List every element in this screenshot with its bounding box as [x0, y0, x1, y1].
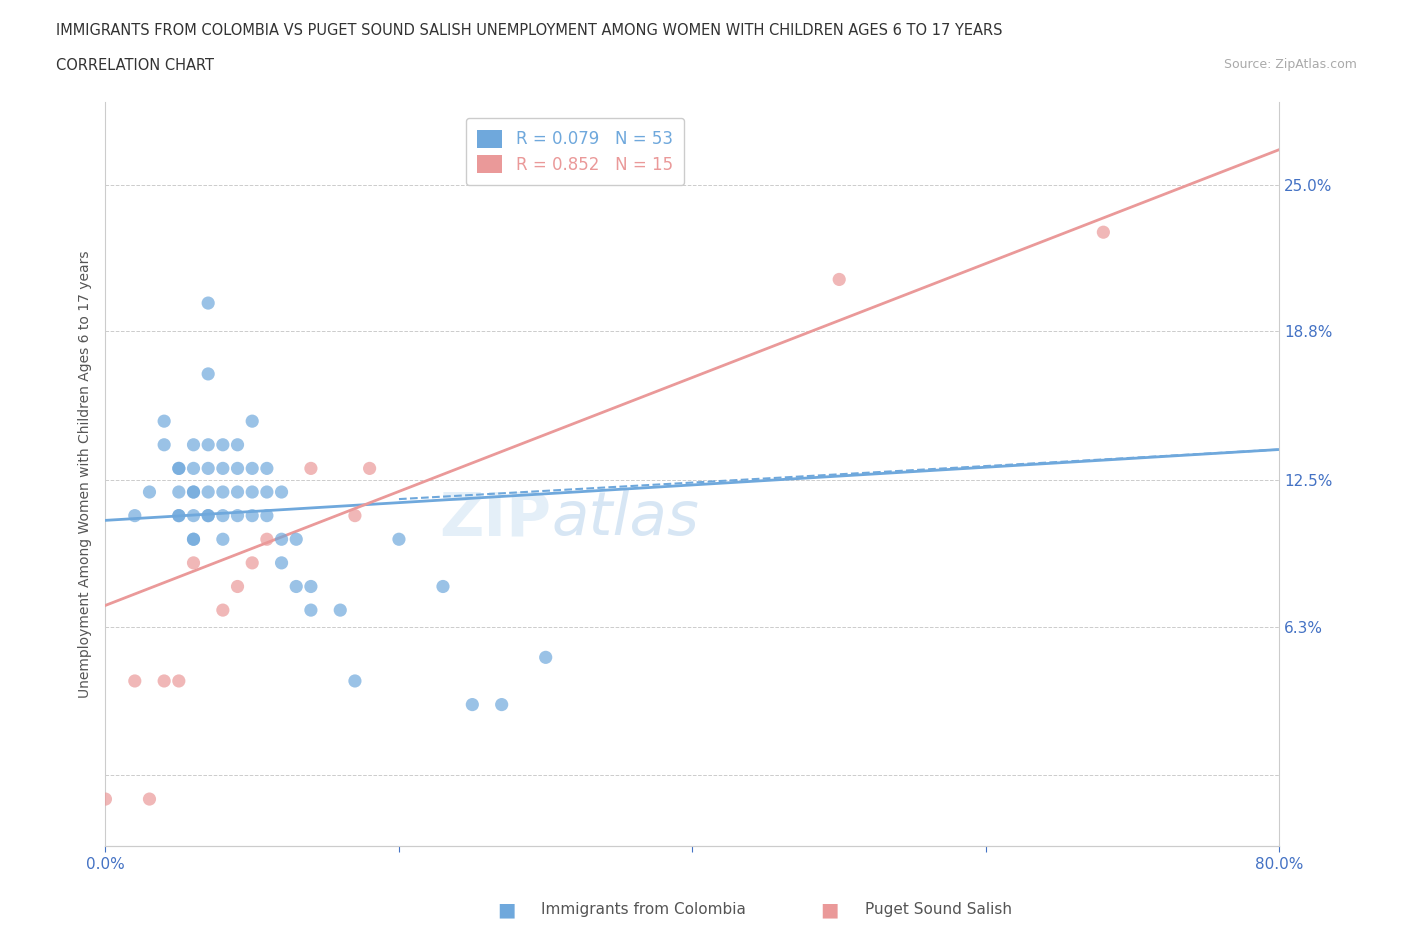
Text: atlas: atlas	[551, 489, 699, 549]
Point	[534, 650, 557, 665]
Point	[211, 437, 233, 452]
Point	[359, 461, 381, 476]
Point	[167, 461, 190, 476]
Text: CORRELATION CHART: CORRELATION CHART	[56, 58, 214, 73]
Point	[299, 603, 322, 618]
Point	[226, 485, 249, 499]
Point	[226, 579, 249, 594]
Point	[153, 673, 176, 688]
Point	[343, 508, 366, 523]
Point	[153, 437, 176, 452]
Point	[211, 461, 233, 476]
Point	[167, 673, 190, 688]
Text: ZIP: ZIP	[440, 489, 551, 549]
Point	[167, 508, 190, 523]
Point	[197, 485, 219, 499]
Point	[153, 414, 176, 429]
Point	[124, 508, 146, 523]
Point	[197, 508, 219, 523]
Point	[491, 698, 513, 712]
Point	[270, 555, 292, 570]
Point	[270, 485, 292, 499]
Point	[240, 485, 263, 499]
Point	[167, 485, 190, 499]
Point	[432, 579, 454, 594]
Point	[329, 603, 352, 618]
Text: IMMIGRANTS FROM COLOMBIA VS PUGET SOUND SALISH UNEMPLOYMENT AMONG WOMEN WITH CHI: IMMIGRANTS FROM COLOMBIA VS PUGET SOUND …	[56, 23, 1002, 38]
Point	[256, 485, 278, 499]
Point	[94, 791, 117, 806]
Text: ■: ■	[496, 900, 516, 919]
Point	[183, 461, 205, 476]
Point	[138, 485, 160, 499]
Point	[183, 508, 205, 523]
Point	[167, 508, 190, 523]
Text: Puget Sound Salish: Puget Sound Salish	[865, 902, 1012, 917]
Point	[226, 437, 249, 452]
Point	[285, 532, 308, 547]
Point	[388, 532, 411, 547]
Point	[240, 414, 263, 429]
Point	[226, 461, 249, 476]
Point	[211, 603, 233, 618]
Point	[197, 366, 219, 381]
Point	[256, 508, 278, 523]
Point	[211, 485, 233, 499]
Text: ■: ■	[820, 900, 839, 919]
Point	[240, 508, 263, 523]
Text: Source: ZipAtlas.com: Source: ZipAtlas.com	[1223, 58, 1357, 71]
Legend: R = 0.079   N = 53, R = 0.852   N = 15: R = 0.079 N = 53, R = 0.852 N = 15	[465, 118, 685, 185]
Point	[138, 791, 160, 806]
Point	[183, 532, 205, 547]
Point	[124, 673, 146, 688]
Point	[256, 532, 278, 547]
Point	[299, 579, 322, 594]
Point	[211, 532, 233, 547]
Point	[1092, 225, 1115, 240]
Point	[197, 508, 219, 523]
Point	[183, 437, 205, 452]
Point	[211, 508, 233, 523]
Point	[461, 698, 484, 712]
Y-axis label: Unemployment Among Women with Children Ages 6 to 17 years: Unemployment Among Women with Children A…	[79, 250, 93, 698]
Point	[197, 296, 219, 311]
Point	[226, 508, 249, 523]
Text: Immigrants from Colombia: Immigrants from Colombia	[541, 902, 747, 917]
Point	[240, 461, 263, 476]
Point	[183, 532, 205, 547]
Point	[197, 461, 219, 476]
Point	[299, 461, 322, 476]
Point	[285, 579, 308, 594]
Point	[256, 461, 278, 476]
Point	[197, 437, 219, 452]
Point	[183, 555, 205, 570]
Point	[828, 272, 851, 286]
Point	[343, 673, 366, 688]
Point	[167, 461, 190, 476]
Point	[183, 485, 205, 499]
Point	[270, 532, 292, 547]
Point	[240, 555, 263, 570]
Point	[183, 485, 205, 499]
